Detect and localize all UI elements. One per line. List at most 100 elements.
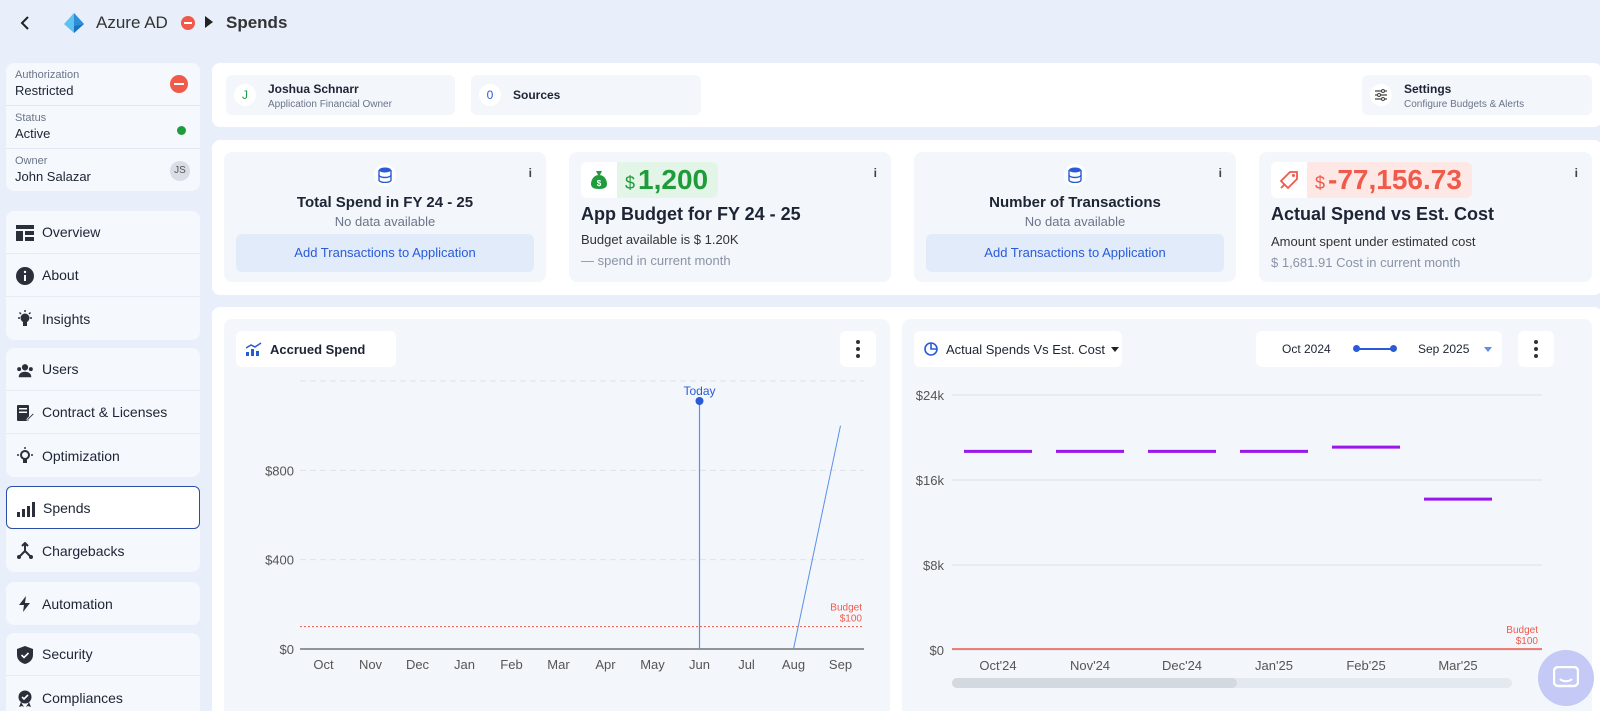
x-tick-label: Jan'25 <box>1255 658 1293 673</box>
transactions-empty: No data available <box>1024 214 1126 229</box>
financial-owner-pill[interactable]: J Joshua Schnarr Application Financial O… <box>226 75 455 115</box>
sidebar-item-about[interactable]: About <box>6 254 200 297</box>
database-icon <box>374 164 396 186</box>
x-tick-label: Jan <box>454 657 475 672</box>
status-row: Status Active <box>6 106 200 149</box>
info-icon[interactable]: i <box>873 166 877 180</box>
accrued-spend-card: Accrued Spend $0 $400 $800 Oct Nov Dec Jan Feb M… <box>224 319 890 711</box>
status-value: Active <box>15 126 51 141</box>
date-range-picker[interactable]: Oct 2024 Sep 2025 <box>1256 331 1502 367</box>
bar-chart-icon <box>17 500 35 518</box>
nav-group-general: Overview About Insights <box>6 211 200 340</box>
actual-title: Actual Spend vs Est. Cost <box>1271 204 1495 224</box>
sidebar-item-spends[interactable]: Spends <box>6 486 200 529</box>
actual-more-button[interactable] <box>1518 331 1554 367</box>
actual-month-text: Cost in current month <box>1336 255 1461 270</box>
trend-chart-icon <box>246 342 262 356</box>
range-start-handle[interactable] <box>1353 345 1360 352</box>
app-budget-card: i $ $ 1,200 App Budget for FY 24 - 25 Bu… <box>569 152 891 282</box>
app-info-card: Authorization Restricted Status Active O… <box>6 63 200 191</box>
shield-icon <box>16 646 34 664</box>
sidebar-item-overview[interactable]: Overview <box>6 211 200 254</box>
accrued-more-button[interactable] <box>840 331 876 367</box>
x-tick-label: Feb <box>500 657 522 672</box>
restricted-icon <box>170 75 188 93</box>
charts-strip: Accrued Spend $0 $400 $800 Oct Nov Dec Jan Feb M… <box>212 307 1600 711</box>
actual-value: -77,156.73 <box>1328 164 1462 195</box>
authorization-label: Authorization <box>15 69 80 81</box>
svg-text:$: $ <box>597 179 602 188</box>
sidebar-item-contracts[interactable]: Contract & Licenses <box>6 391 200 434</box>
sidebar-item-insights[interactable]: Insights <box>6 297 200 340</box>
sidebar-item-label: Spends <box>43 499 91 516</box>
range-slider-track[interactable] <box>1356 348 1394 350</box>
add-transactions-button[interactable]: Add Transactions to Application <box>236 234 534 272</box>
info-circle-icon <box>16 267 34 285</box>
add-transactions-button[interactable]: Add Transactions to Application <box>926 234 1224 272</box>
sidebar-item-compliances[interactable]: Compliances <box>6 676 200 711</box>
owner-initial-avatar: J <box>234 84 256 106</box>
breadcrumb-arrow-icon <box>205 16 213 28</box>
sidebar-item-automation[interactable]: Automation <box>6 582 200 625</box>
chart-scrollbar-thumb[interactable] <box>952 678 1237 688</box>
info-icon[interactable]: i <box>1218 166 1222 180</box>
chart-type-dropdown[interactable]: Actual Spends Vs Est. Cost <box>914 331 1122 367</box>
range-end-handle[interactable] <box>1390 345 1397 352</box>
budget-available: Budget available is $ 1.20K <box>581 232 739 247</box>
chat-support-button[interactable] <box>1538 650 1594 706</box>
y-tick-label: $24k <box>916 388 945 403</box>
active-status-dot <box>177 126 186 135</box>
financial-owner-name: Joshua Schnarr <box>268 82 359 96</box>
sidebar-item-label: Overview <box>42 224 101 240</box>
x-tick-label: Mar'25 <box>1438 658 1477 673</box>
owner-avatar[interactable]: JS <box>170 161 190 181</box>
sources-pill[interactable]: 0 Sources <box>471 75 701 115</box>
budget-month-dash: — <box>581 253 594 268</box>
budget-label: Budget <box>830 603 862 614</box>
actual-amount: $ -77,156.73 <box>1307 162 1472 198</box>
budget-month-text: spend in current month <box>597 253 731 268</box>
status-label: Status <box>15 112 47 124</box>
sliders-icon <box>1370 84 1392 106</box>
back-icon[interactable] <box>14 12 36 34</box>
info-icon[interactable]: i <box>1574 166 1578 180</box>
sidebar-item-label: About <box>42 267 79 283</box>
x-tick-label: Nov <box>359 657 383 672</box>
x-tick-label: Sep <box>829 657 852 672</box>
sidebar-item-label: Chargebacks <box>42 542 125 559</box>
chart-scrollbar-track[interactable] <box>952 678 1512 688</box>
contract-edit-icon <box>16 404 34 422</box>
caret-down-icon <box>1110 346 1119 352</box>
compliance-badge-icon <box>16 689 34 707</box>
sidebar-item-optimization[interactable]: Optimization <box>6 434 200 477</box>
total-spend-title: Total Spend in FY 24 - 25 <box>296 194 474 211</box>
transactions-card: i Number of Transactions No data availab… <box>914 152 1236 282</box>
nav-group-finance: Spends Chargebacks <box>6 486 200 572</box>
sidebar-item-label: Automation <box>42 595 113 612</box>
budget-currency: $ <box>625 173 636 193</box>
x-tick-label: Aug <box>782 657 805 672</box>
sidebar-item-users[interactable]: Users <box>6 348 200 391</box>
x-tick-label: Mar <box>547 657 570 672</box>
y-tick-label: $0 <box>280 642 294 657</box>
range-caret-icon <box>1484 347 1492 352</box>
x-tick-label: Dec <box>406 657 430 672</box>
money-bag-icon: $ <box>581 162 617 198</box>
accrued-spend-chip: Accrued Spend <box>236 331 396 367</box>
actual-currency: $ <box>1315 173 1326 193</box>
pie-chart-icon <box>924 342 938 356</box>
sidebar-item-label: Insights <box>42 310 91 327</box>
nav-group-management: Users Contract & Licenses Optimization <box>6 348 200 477</box>
sidebar-item-chargebacks[interactable]: Chargebacks <box>6 529 200 572</box>
x-tick-label: Jun <box>689 657 710 672</box>
budget-title: App Budget for FY 24 - 25 <box>581 204 801 224</box>
app-name: Azure AD <box>96 13 168 32</box>
sidebar-item-security[interactable]: Security <box>6 633 200 676</box>
info-icon[interactable]: i <box>528 166 532 180</box>
sidebar-item-label: Compliances <box>42 689 123 706</box>
x-tick-label: May <box>640 657 665 672</box>
actual-current-month: $ 1,681.91 Cost in current month <box>1271 255 1460 270</box>
settings-pill[interactable]: Settings Configure Budgets & Alerts <box>1362 75 1592 115</box>
y-tick-label: $400 <box>265 553 294 568</box>
restricted-status-icon <box>181 16 195 30</box>
